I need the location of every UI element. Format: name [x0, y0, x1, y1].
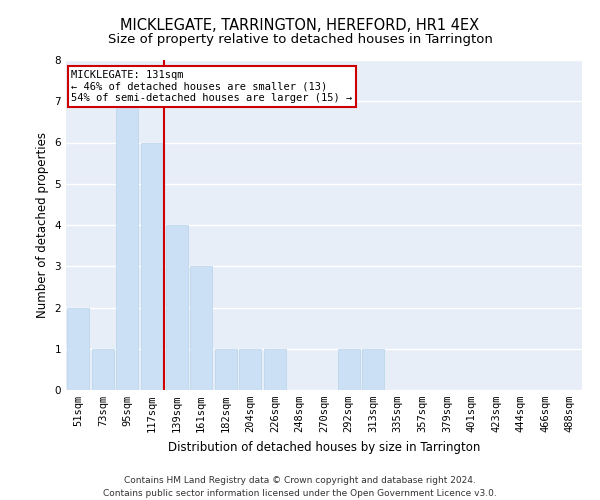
Text: Contains HM Land Registry data © Crown copyright and database right 2024.
Contai: Contains HM Land Registry data © Crown c… [103, 476, 497, 498]
Bar [239, 349, 262, 390]
Bar [166, 225, 188, 390]
Bar [92, 349, 114, 390]
Bar [338, 349, 359, 390]
Bar [190, 266, 212, 390]
Bar [67, 308, 89, 390]
Bar [264, 349, 286, 390]
Y-axis label: Number of detached properties: Number of detached properties [36, 132, 49, 318]
Bar [141, 142, 163, 390]
Text: MICKLEGATE, TARRINGTON, HEREFORD, HR1 4EX: MICKLEGATE, TARRINGTON, HEREFORD, HR1 4E… [121, 18, 479, 32]
Text: Size of property relative to detached houses in Tarrington: Size of property relative to detached ho… [107, 32, 493, 46]
Bar [215, 349, 237, 390]
X-axis label: Distribution of detached houses by size in Tarrington: Distribution of detached houses by size … [168, 440, 480, 454]
Bar [116, 101, 139, 390]
Text: MICKLEGATE: 131sqm
← 46% of detached houses are smaller (13)
54% of semi-detache: MICKLEGATE: 131sqm ← 46% of detached hou… [71, 70, 352, 103]
Bar [362, 349, 384, 390]
